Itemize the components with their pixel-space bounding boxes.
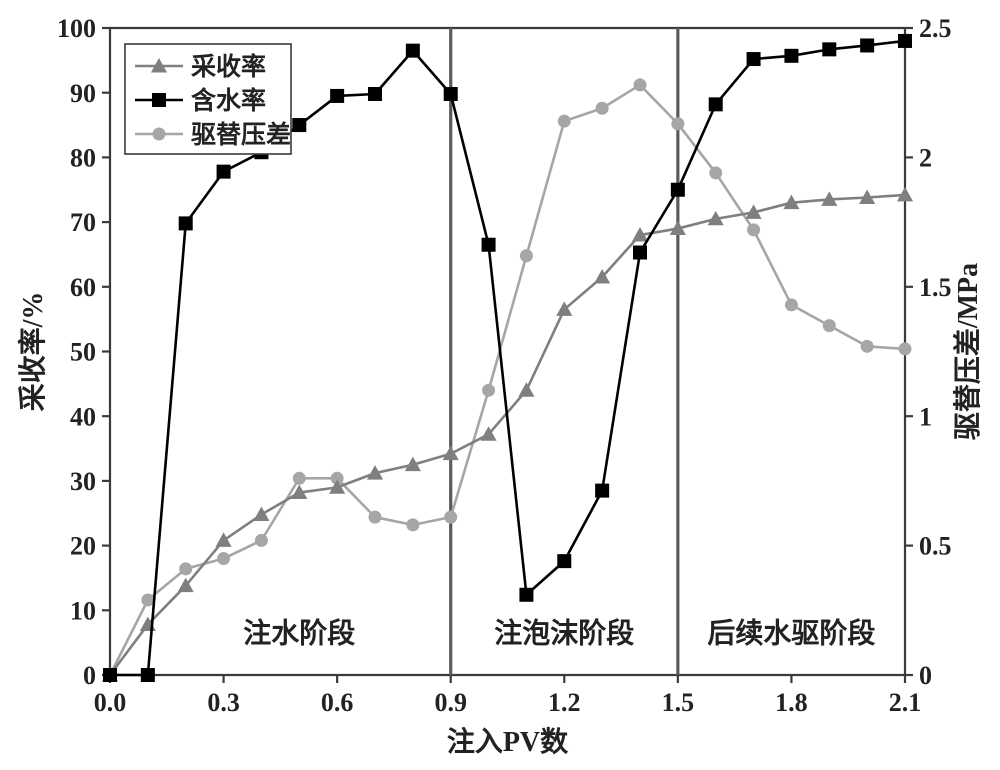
marker-circle — [785, 298, 798, 311]
marker-circle — [558, 115, 571, 128]
marker-circle — [255, 534, 268, 547]
y-left-tick-label: 0 — [83, 661, 96, 690]
x-tick-label: 1.2 — [548, 688, 581, 717]
marker-square — [368, 87, 382, 101]
y-left-tick-label: 40 — [70, 402, 96, 431]
marker-square — [330, 89, 344, 103]
x-tick-label: 0.9 — [434, 688, 467, 717]
legend-label: 驱替压差 — [191, 120, 291, 149]
y-right-tick-label: 1.5 — [919, 273, 952, 302]
x-axis-label: 注入PV数 — [447, 725, 569, 758]
marker-square — [671, 183, 685, 197]
legend-label: 含水率 — [191, 86, 266, 115]
x-tick-label: 0.3 — [207, 688, 240, 717]
y-left-tick-label: 50 — [70, 338, 96, 367]
marker-circle — [482, 384, 495, 397]
y-left-tick-label: 100 — [57, 14, 96, 43]
marker-square — [152, 93, 166, 107]
x-tick-label: 2.1 — [889, 688, 922, 717]
marker-circle — [671, 117, 684, 130]
region-label: 注水阶段 — [243, 617, 355, 650]
y-left-tick-label: 60 — [70, 273, 96, 302]
y-left-tick-label: 30 — [70, 467, 96, 496]
marker-square — [179, 216, 193, 230]
marker-square — [217, 165, 231, 179]
marker-circle — [217, 552, 230, 565]
chart-container: 0.00.30.60.91.21.51.82.1注入PV数01020304050… — [0, 0, 1000, 770]
marker-square — [633, 246, 647, 260]
y-left-tick-label: 80 — [70, 144, 96, 173]
marker-circle — [747, 223, 760, 236]
marker-circle — [899, 342, 912, 355]
marker-square — [860, 38, 874, 52]
marker-circle — [520, 249, 533, 262]
y-left-tick-label: 90 — [70, 79, 96, 108]
marker-circle — [861, 340, 874, 353]
marker-square — [103, 668, 117, 682]
marker-square — [709, 97, 723, 111]
marker-circle — [293, 472, 306, 485]
marker-square — [444, 87, 458, 101]
marker-circle — [153, 128, 166, 141]
x-tick-label: 0.6 — [321, 688, 354, 717]
marker-circle — [444, 511, 457, 524]
marker-circle — [596, 102, 609, 115]
marker-circle — [406, 518, 419, 531]
region-label: 后续水驱阶段 — [707, 617, 875, 650]
marker-square — [557, 554, 571, 568]
marker-circle — [709, 166, 722, 179]
marker-circle — [369, 511, 382, 524]
marker-square — [292, 118, 306, 132]
marker-square — [141, 668, 155, 682]
y-right-axis-label: 驱替压差/MPa — [951, 263, 984, 440]
marker-square — [482, 238, 496, 252]
marker-square — [519, 588, 533, 602]
y-left-tick-label: 20 — [70, 532, 96, 561]
y-right-tick-label: 2 — [919, 144, 932, 173]
region-label: 注泡沫阶段 — [494, 617, 634, 650]
marker-square — [822, 42, 836, 56]
legend-label: 采收率 — [191, 52, 266, 81]
marker-circle — [634, 78, 647, 91]
y-left-tick-label: 70 — [70, 208, 96, 237]
chart-svg: 0.00.30.60.91.21.51.82.1注入PV数01020304050… — [0, 0, 1000, 770]
x-tick-label: 1.5 — [662, 688, 695, 717]
marker-square — [747, 52, 761, 66]
y-right-tick-label: 2.5 — [919, 14, 952, 43]
y-left-axis-label: 采收率/% — [16, 292, 49, 412]
y-right-tick-label: 1 — [919, 402, 932, 431]
marker-square — [406, 44, 420, 58]
marker-square — [898, 34, 912, 48]
y-right-tick-label: 0.5 — [919, 532, 952, 561]
marker-circle — [141, 593, 154, 606]
y-right-tick-label: 0 — [919, 661, 932, 690]
marker-square — [784, 49, 798, 63]
x-tick-label: 1.8 — [775, 688, 808, 717]
marker-circle — [823, 319, 836, 332]
marker-circle — [179, 562, 192, 575]
x-tick-label: 0.0 — [94, 688, 127, 717]
y-left-tick-label: 10 — [70, 596, 96, 625]
marker-square — [595, 484, 609, 498]
